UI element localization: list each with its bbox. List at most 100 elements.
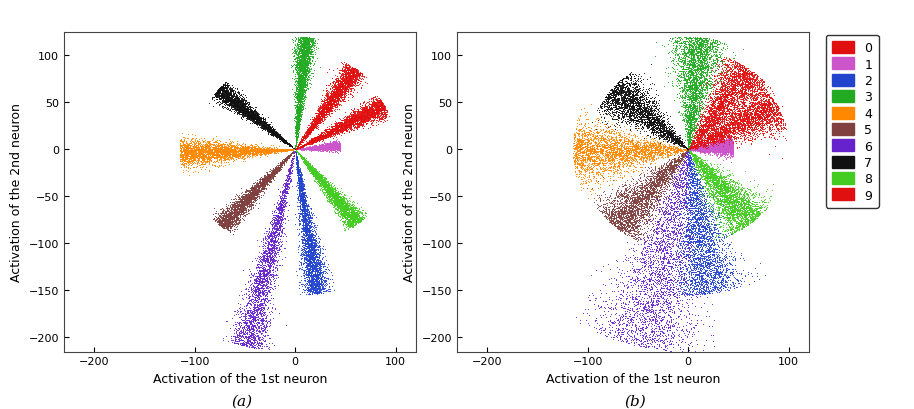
Point	[272, 213, 287, 220]
Point	[704, 72, 718, 79]
Point	[641, 198, 655, 205]
Point	[688, 109, 703, 116]
Point	[174, 146, 188, 152]
Point	[234, 200, 249, 206]
Point	[348, 119, 363, 126]
Point	[257, 268, 271, 274]
Point	[176, 158, 191, 165]
Point	[675, 191, 689, 198]
Point	[271, 205, 285, 212]
Point	[640, 108, 654, 115]
Point	[754, 200, 769, 206]
Point	[209, 99, 224, 106]
Point	[622, 88, 636, 94]
Point	[774, 120, 789, 127]
Point	[262, 172, 277, 179]
Point	[235, 103, 250, 110]
Point	[728, 104, 742, 111]
Point	[675, 151, 690, 157]
Point	[321, 109, 335, 116]
Point	[243, 111, 258, 118]
Point	[304, 144, 319, 151]
Point	[647, 328, 662, 335]
Point	[681, 54, 696, 60]
Point	[197, 146, 211, 153]
Point	[239, 110, 253, 117]
Point	[664, 164, 678, 171]
Point	[686, 58, 701, 64]
Point	[260, 150, 274, 157]
Point	[338, 204, 353, 211]
Point	[684, 266, 698, 272]
Point	[273, 201, 288, 208]
Point	[706, 140, 720, 147]
Point	[704, 272, 718, 279]
Point	[310, 107, 324, 114]
Point	[724, 81, 739, 88]
Point	[346, 76, 361, 83]
Point	[680, 119, 695, 126]
Point	[306, 147, 321, 154]
Point	[690, 239, 705, 245]
Point	[693, 221, 707, 228]
Point	[314, 276, 329, 282]
Point	[693, 147, 707, 153]
Point	[567, 134, 581, 141]
Point	[654, 126, 669, 133]
Point	[716, 275, 730, 282]
Point	[242, 198, 257, 204]
Point	[699, 146, 714, 152]
Point	[239, 105, 254, 111]
Point	[309, 112, 324, 119]
Point	[576, 157, 590, 164]
Point	[667, 165, 682, 172]
Point	[292, 175, 307, 182]
Point	[291, 176, 305, 182]
Point	[303, 38, 317, 45]
Point	[724, 223, 739, 230]
Point	[621, 116, 635, 123]
Point	[690, 110, 705, 116]
Point	[609, 151, 623, 157]
Point	[315, 110, 330, 116]
Point	[693, 166, 707, 173]
Point	[646, 291, 661, 297]
Point	[241, 288, 256, 294]
Point	[724, 126, 739, 132]
Point	[691, 97, 706, 103]
Point	[590, 130, 605, 137]
Point	[320, 142, 335, 149]
Point	[303, 126, 317, 132]
Point	[693, 124, 707, 131]
Point	[726, 152, 740, 159]
Point	[334, 91, 348, 98]
Point	[723, 80, 738, 86]
Point	[261, 147, 276, 153]
Point	[681, 107, 696, 113]
Point	[211, 144, 226, 150]
Point	[290, 149, 304, 156]
Point	[300, 130, 314, 137]
Point	[701, 44, 716, 50]
Point	[279, 157, 293, 164]
Point	[695, 150, 709, 156]
Point	[230, 153, 245, 159]
Point	[310, 173, 324, 179]
Point	[322, 143, 336, 149]
Point	[176, 146, 191, 153]
Point	[605, 135, 620, 141]
Point	[247, 119, 261, 126]
Point	[683, 168, 697, 174]
Point	[731, 69, 746, 76]
Point	[731, 126, 746, 133]
Point	[584, 169, 599, 176]
Point	[251, 188, 266, 195]
Point	[306, 144, 321, 150]
Point	[611, 193, 626, 200]
Point	[703, 266, 717, 273]
Point	[682, 206, 696, 212]
Point	[287, 92, 302, 98]
Point	[691, 97, 706, 104]
Point	[275, 136, 290, 142]
Point	[245, 332, 260, 338]
